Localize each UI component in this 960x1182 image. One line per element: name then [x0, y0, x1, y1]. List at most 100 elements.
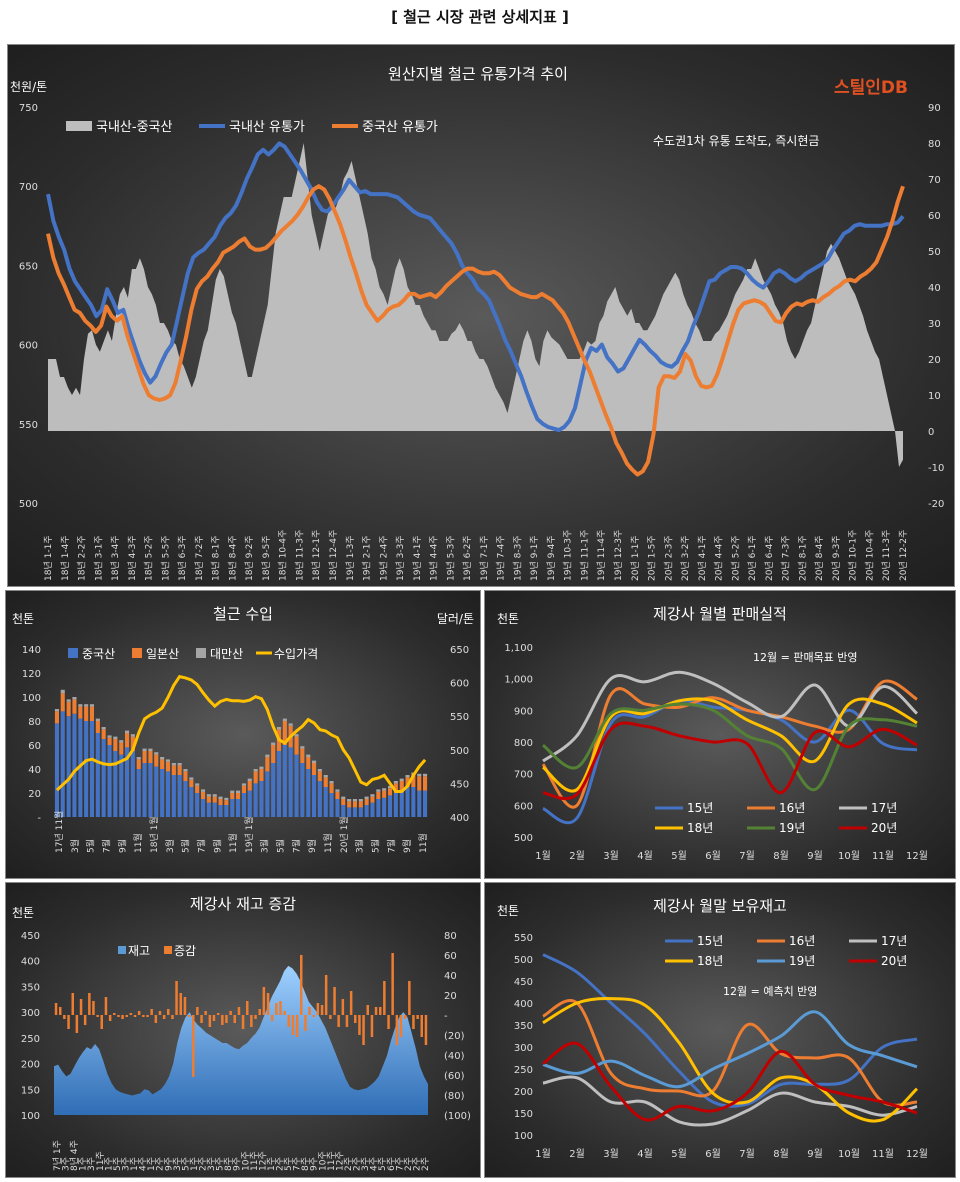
bar	[183, 781, 188, 817]
bar	[403, 1015, 407, 1019]
x-tick-label: 9월	[116, 839, 128, 853]
line-series-18년	[542, 697, 918, 793]
legend-label: 16년	[789, 934, 815, 948]
bar	[352, 801, 357, 808]
bar	[312, 763, 317, 775]
bar	[254, 1015, 257, 1019]
x-tick-label: 19년 12-3주	[613, 530, 624, 581]
bar	[54, 711, 59, 724]
bar	[60, 711, 65, 817]
bar	[113, 739, 118, 751]
bar	[329, 783, 334, 793]
legend-label: 20년	[871, 821, 897, 835]
bar	[420, 1015, 423, 1037]
y-tick-label: 40	[28, 765, 41, 776]
y2-tick-label: 40	[928, 283, 941, 294]
x-tick-label: 7월	[100, 839, 112, 853]
bar	[329, 1015, 332, 1019]
bar	[306, 769, 311, 817]
x-tick-label: 19년 5-3주	[445, 535, 456, 581]
bar	[218, 796, 223, 799]
bar	[383, 981, 386, 1015]
x-tick-label: 19년 11-4주	[596, 530, 607, 581]
x-tick-label: 19년 4-4주	[429, 535, 440, 581]
bar	[282, 718, 287, 721]
bar	[391, 953, 394, 1015]
bar	[279, 1001, 282, 1015]
bar	[237, 1007, 241, 1015]
x-tick-label: 18년 5-5주	[160, 535, 171, 581]
bar	[288, 723, 293, 726]
legend-label: 중국산 유통가	[362, 120, 438, 135]
bar	[276, 727, 281, 730]
x-tick-label: 6주	[386, 1157, 397, 1171]
bar	[206, 802, 211, 817]
bar	[229, 1011, 232, 1015]
y2-tick-label: 600	[450, 679, 469, 690]
x-tick-label: 1월	[535, 850, 551, 862]
bar	[354, 1015, 357, 1023]
bar	[388, 788, 393, 796]
x-tick-label: 7년 1주	[52, 1140, 63, 1171]
bar	[295, 1015, 299, 1037]
y-tick-label: 400	[514, 999, 533, 1010]
bar	[411, 775, 416, 787]
inventory-change-chart-panel: 제강사 재고 증감 천톤 100 150 200 250 300 350 400 450 (100)…	[5, 882, 481, 1178]
bar	[154, 1015, 158, 1023]
y-axis-label: 천톤	[12, 905, 34, 920]
bar	[306, 757, 311, 769]
bar	[258, 1009, 261, 1015]
bar	[233, 1015, 236, 1023]
bar	[366, 1005, 369, 1015]
chart-note: 12월 = 판매목표 반영	[753, 651, 858, 664]
bar	[405, 775, 410, 778]
x-tick-label: 1주	[103, 1157, 114, 1171]
legend-label: 19년	[779, 821, 805, 835]
bar	[337, 1015, 340, 1027]
bar	[206, 794, 211, 797]
bar	[66, 699, 71, 702]
legend-label: 15년	[697, 934, 723, 948]
x-tick-label: 8월	[773, 850, 789, 862]
x-tick-label: 18년 1-1주	[43, 535, 54, 581]
legend-swatch	[132, 648, 142, 658]
chart-note: 수도권1차 유통 도착도, 즉시현금	[653, 134, 819, 148]
bar	[247, 781, 252, 791]
x-tick-label: 18년 5-2주	[144, 535, 155, 581]
y-tick-label: 800	[514, 738, 533, 749]
bar	[341, 799, 346, 805]
y-tick-label: 400	[21, 957, 40, 968]
bar	[171, 763, 176, 766]
bar	[212, 1015, 216, 1021]
x-tick-label: 18년 3-4주	[110, 535, 121, 581]
bar	[96, 1015, 99, 1017]
x-tick-label: 1주	[189, 1157, 200, 1171]
bar	[317, 781, 322, 817]
x-tick-label: 4주	[369, 1157, 380, 1171]
bar	[101, 727, 106, 730]
x-tick-label: 3월	[354, 839, 366, 853]
line-series-domestic-price	[46, 141, 905, 433]
bar	[382, 788, 387, 791]
bar	[230, 799, 235, 817]
bar	[95, 733, 100, 817]
bar	[142, 751, 147, 763]
bar	[108, 1015, 112, 1021]
x-tick-label: 12주	[334, 1151, 345, 1171]
bar	[146, 1015, 149, 1017]
x-tick-label: 18년 6-3주	[177, 535, 188, 581]
bar	[165, 761, 170, 772]
bar	[72, 697, 77, 700]
bar	[352, 799, 357, 802]
bar	[89, 704, 94, 707]
bar	[405, 787, 410, 817]
x-tick-label: 20년 6-4주	[764, 535, 775, 581]
legend-label: 증감	[174, 944, 196, 958]
bar	[84, 721, 89, 817]
bar	[130, 736, 135, 751]
x-tick-label: 18년 12-4주	[328, 530, 339, 581]
bar	[316, 1003, 320, 1015]
x-tick-label: 19년 2-4주	[378, 535, 389, 581]
bar	[100, 1015, 103, 1029]
